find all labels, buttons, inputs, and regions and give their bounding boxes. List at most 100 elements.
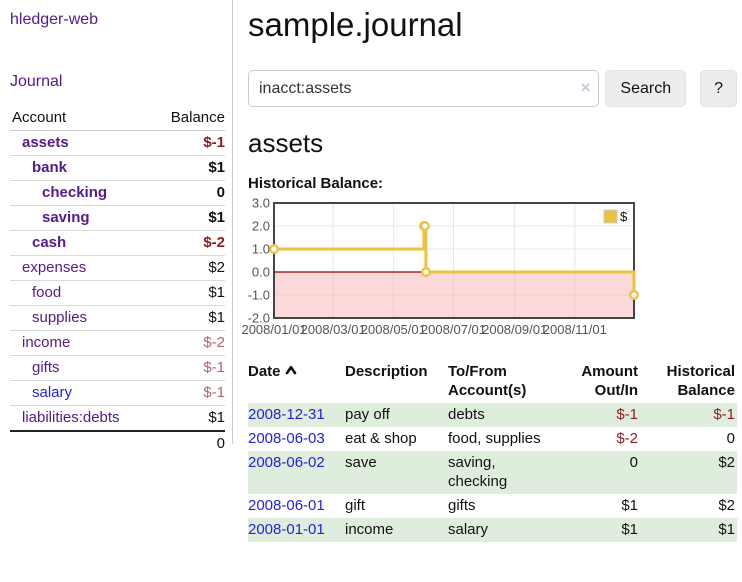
account-link[interactable]: checking: [42, 184, 108, 201]
sidebar: hledger-web Journal Account Balance asse…: [0, 0, 232, 456]
account-balance: $-1: [153, 380, 225, 406]
clear-search-icon[interactable]: ×: [580, 78, 591, 97]
account-link[interactable]: saving: [42, 209, 90, 226]
register-row: 2008-06-01 gift gifts $1 $2: [248, 494, 737, 518]
account-row: food $1: [10, 280, 225, 306]
transaction-date-link[interactable]: 2008-06-02: [248, 454, 325, 471]
register-row: 2008-06-02 save saving, checking 0 $2: [248, 451, 737, 494]
transaction-description: income: [345, 518, 448, 542]
account-balance: $1: [208, 409, 225, 426]
account-balance: $-1: [153, 355, 225, 381]
chart-title: Historical Balance:: [248, 175, 384, 192]
transaction-accounts: saving, checking: [448, 451, 560, 494]
svg-text:2008/09/01: 2008/09/01: [482, 322, 547, 337]
svg-text:2008/05/01: 2008/05/01: [361, 322, 426, 337]
account-link[interactable]: assets: [22, 134, 69, 151]
account-link[interactable]: bank: [32, 159, 68, 176]
current-account-heading: assets: [248, 128, 324, 158]
transaction-date-link[interactable]: 2008-06-03: [248, 430, 325, 447]
description-column-header: Description: [345, 363, 428, 380]
account-link[interactable]: supplies: [32, 309, 88, 326]
register-row: 2008-06-03 eat & shop food, supplies $-2…: [248, 427, 737, 451]
svg-text:2008/01/01: 2008/01/01: [241, 322, 306, 337]
sidebar-divider: [232, 0, 233, 444]
account-link[interactable]: salary: [32, 384, 73, 401]
date-column-header[interactable]: Date: [248, 360, 345, 403]
transaction-accounts: gifts: [448, 497, 476, 514]
accounts-column-header: To/From Account(s): [448, 363, 527, 399]
account-row: saving $1: [10, 205, 225, 231]
transaction-accounts: food, supplies: [448, 430, 541, 447]
account-balance: $2: [153, 255, 225, 281]
account-row: assets $-1: [10, 130, 225, 156]
historical-balance-chart: $3.0 2.0 1.0 0.0 -1.0 -2.02008/01/012008/03/0…: [241, 196, 640, 337]
account-balance: $-2: [153, 230, 225, 256]
account-balance: $-2: [153, 330, 225, 356]
svg-text:-2.0: -2.0: [248, 311, 270, 326]
transaction-amount: $1: [621, 497, 638, 514]
transaction-description: eat & shop: [345, 430, 417, 447]
account-link[interactable]: food: [32, 284, 62, 301]
balance-column-header: Balance: [153, 106, 225, 131]
svg-text:1.0: 1.0: [252, 242, 270, 257]
account-link[interactable]: gifts: [32, 359, 60, 376]
account-row: bank $1: [10, 155, 225, 181]
account-column-header: Account: [10, 106, 154, 131]
account-balance: $1: [153, 305, 225, 331]
transaction-amount: $-2: [616, 430, 638, 447]
main-content: sample.journal × Search ? assets Histori…: [241, 0, 737, 542]
transaction-balance: $-1: [640, 403, 737, 427]
account-link[interactable]: liabilities:debts: [22, 409, 120, 426]
search-button[interactable]: Search: [605, 70, 687, 107]
account-row: cash $-2: [10, 230, 225, 256]
svg-text:2008/07/01: 2008/07/01: [421, 322, 486, 337]
account-row: expenses $2: [10, 255, 225, 281]
sort-ascending-icon: [285, 365, 296, 375]
account-row: income $-2: [10, 330, 225, 356]
register-table-header: Date Description To/From Account(s) Amou…: [248, 360, 737, 403]
account-row: liabilities:debts $1: [10, 406, 225, 432]
transaction-amount: $1: [560, 518, 640, 542]
svg-text:2008/11/01: 2008/11/01: [543, 322, 607, 337]
transaction-description: gift: [345, 497, 366, 514]
search-input[interactable]: [248, 70, 600, 107]
account-balance: $1: [153, 155, 225, 181]
amount-column-header: Amount Out/In: [581, 363, 638, 399]
svg-text:-1.0: -1.0: [248, 288, 270, 303]
account-balance: 0: [153, 180, 225, 206]
account-row: supplies $1: [10, 305, 225, 331]
svg-text:2008/03/01: 2008/03/01: [301, 322, 366, 337]
account-balance: $1: [153, 280, 225, 306]
account-link[interactable]: cash: [32, 234, 67, 251]
sidebar-item-journal[interactable]: Journal: [10, 73, 63, 90]
transaction-date-link[interactable]: 2008-01-01: [248, 521, 325, 538]
transaction-description: save: [345, 451, 448, 494]
transaction-accounts: salary: [448, 518, 560, 542]
transaction-date-link[interactable]: 2008-06-01: [248, 497, 325, 514]
transaction-amount: $-1: [560, 403, 640, 427]
account-row: salary $-1: [10, 380, 225, 406]
search-form: × Search ?: [248, 70, 737, 107]
register-row: 2008-01-01 income salary $1 $1: [248, 518, 737, 542]
accounts-total-row: 0: [10, 430, 225, 456]
transaction-date-link[interactable]: 2008-12-31: [248, 406, 325, 423]
transaction-balance: 0: [726, 430, 735, 447]
svg-text:$: $: [620, 209, 628, 224]
svg-text:3.0: 3.0: [252, 196, 270, 211]
balance-column-header-register: Historical Balance: [666, 363, 735, 399]
accounts-table-header: Account Balance: [10, 106, 225, 131]
transaction-balance: $1: [640, 518, 737, 542]
transaction-balance: $2: [718, 497, 735, 514]
account-row: gifts $-1: [10, 355, 225, 381]
app-title-link[interactable]: hledger-web: [10, 11, 99, 28]
account-balance: $1: [153, 205, 225, 231]
account-balance: $-1: [153, 130, 225, 156]
accounts-table: Account Balance assets $-1 bank $1 check…: [10, 106, 225, 456]
transaction-amount: 0: [560, 451, 640, 494]
accounts-total-value: 0: [153, 430, 225, 456]
svg-text:0.0: 0.0: [252, 265, 270, 280]
help-button[interactable]: ?: [700, 70, 737, 107]
account-link[interactable]: expenses: [22, 259, 87, 276]
account-link[interactable]: income: [22, 334, 71, 351]
account-row: checking 0: [10, 180, 225, 206]
